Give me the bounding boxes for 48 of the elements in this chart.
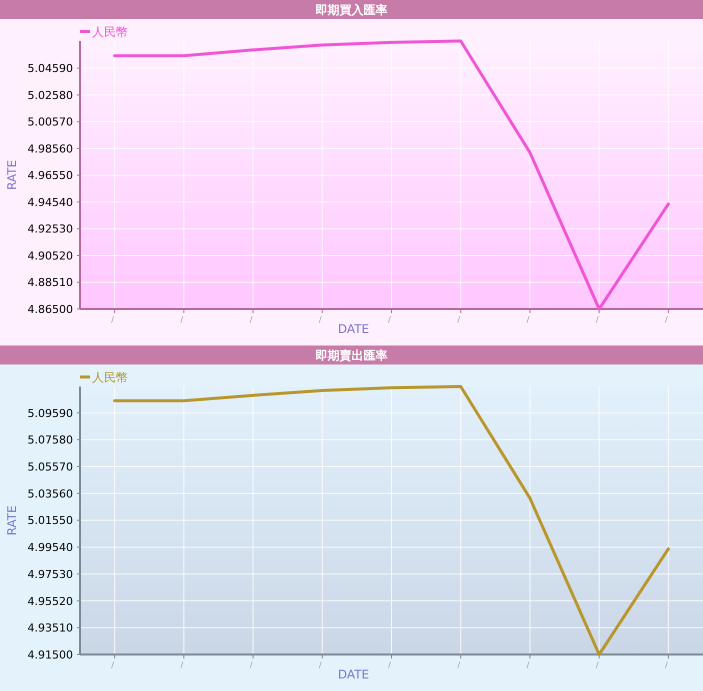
y-tick-label: 4.90520 xyxy=(28,249,73,262)
chart-title: 即期賣出匯率 xyxy=(316,348,388,362)
x-tick-label: / xyxy=(457,315,460,324)
y-tick-label: 4.88510 xyxy=(28,276,73,290)
legend-label: 人民幣 xyxy=(92,25,128,39)
y-tick-label: 4.97530 xyxy=(28,568,73,581)
y-tick-label: 4.86500 xyxy=(28,303,73,316)
x-tick-label: / xyxy=(526,660,530,670)
x-tick-label: / xyxy=(111,660,114,670)
x-tick-label: / xyxy=(318,660,322,670)
y-tick-label: 5.09590 xyxy=(28,406,73,420)
y-axis-title: RATE xyxy=(5,505,19,536)
x-tick-label: / xyxy=(318,315,322,324)
y-tick-label: 4.98560 xyxy=(28,142,73,156)
x-tick-label: / xyxy=(180,660,184,670)
x-axis-title: DATE xyxy=(338,322,370,336)
x-tick-label: / xyxy=(457,660,460,670)
legend-label: 人民幣 xyxy=(92,370,128,384)
y-tick-label: 4.93510 xyxy=(28,622,73,635)
x-tick-label: / xyxy=(250,315,253,324)
y-tick-label: 5.05570 xyxy=(28,460,73,474)
y-tick-label: 4.99540 xyxy=(28,541,73,554)
y-tick-label: 4.94540 xyxy=(28,196,73,209)
x-tick-label: / xyxy=(665,315,668,324)
y-tick-label: 5.07580 xyxy=(28,434,73,447)
line-series xyxy=(113,385,670,656)
x-tick-label: / xyxy=(111,315,114,324)
x-tick-label: / xyxy=(665,660,668,670)
y-tick-label: 4.92530 xyxy=(28,222,73,236)
y-tick-label: 4.95520 xyxy=(28,594,73,608)
x-tick-label: / xyxy=(388,660,392,670)
x-axis-title: DATE xyxy=(338,668,370,682)
y-axis-title: RATE xyxy=(5,160,19,190)
y-tick-label: 5.00570 xyxy=(28,116,73,129)
chart-title: 即期買入匯率 xyxy=(316,3,388,17)
x-tick-label: / xyxy=(180,315,184,324)
y-tick-label: 5.03560 xyxy=(28,487,73,500)
y-tick-label: 5.01550 xyxy=(28,514,73,528)
x-tick-label: / xyxy=(596,315,599,324)
x-tick-label: / xyxy=(596,660,599,670)
x-tick-label: / xyxy=(250,660,253,670)
y-tick-label: 5.02580 xyxy=(28,88,73,102)
y-tick-label: 4.96550 xyxy=(28,169,73,182)
x-tick-label: / xyxy=(526,315,530,324)
x-tick-label: / xyxy=(388,315,392,324)
line-series xyxy=(113,40,670,310)
y-tick-label: 5.04590 xyxy=(28,62,73,76)
y-tick-label: 4.91500 xyxy=(28,648,73,662)
